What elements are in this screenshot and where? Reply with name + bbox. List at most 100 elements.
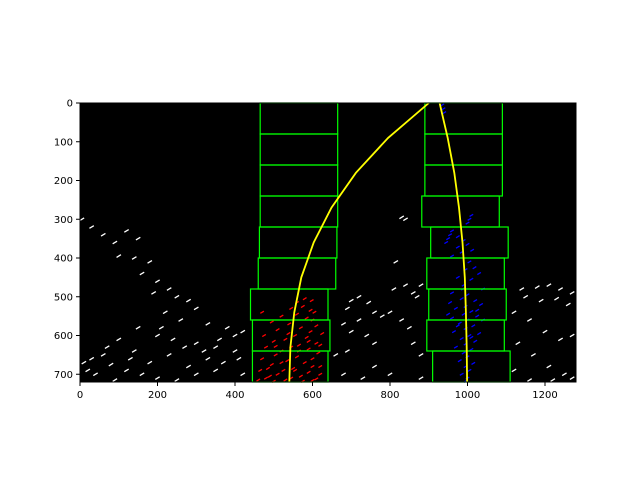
noise-pixel <box>418 352 424 357</box>
noise-pixel <box>135 236 141 241</box>
right-lane-pixel <box>470 248 475 252</box>
right-lane-pixel <box>455 245 460 249</box>
left-lane-pixel <box>265 366 271 371</box>
x-axis: 0 200 400 600 800 1000 1200 <box>77 382 558 401</box>
right-lane-pixel <box>478 302 484 307</box>
right-lane-pixel <box>471 324 476 328</box>
noise-pixel <box>158 325 164 330</box>
noise-pixel <box>182 345 188 350</box>
left-lane-pixel <box>298 326 304 330</box>
noise-pixel <box>131 256 137 260</box>
left-lane-pixel <box>306 370 311 374</box>
right-lane-pixel <box>445 312 451 316</box>
noise-pixel <box>557 287 564 291</box>
left-lane-pixel <box>318 372 323 376</box>
right-lane-pixel <box>467 368 472 373</box>
noise-pixel <box>530 352 536 357</box>
noise-pixel <box>399 215 405 220</box>
right-lane-pixel <box>473 339 478 343</box>
noise-pixel <box>569 290 575 295</box>
right-lane-pixel <box>451 329 457 334</box>
plot-area <box>80 103 576 382</box>
noise-pixel <box>511 310 517 315</box>
lane-fit-curves <box>288 102 468 383</box>
noise-pixel <box>174 294 180 299</box>
noise-pixel <box>526 378 533 382</box>
noise-pixel <box>561 372 567 377</box>
right-lane-pixel <box>457 321 462 325</box>
left-lane-pixel <box>263 376 269 380</box>
noise-pixel <box>213 345 219 350</box>
y-tick-label: 300 <box>54 215 73 226</box>
noise-pixel <box>546 364 552 369</box>
noise-pixel <box>410 341 416 346</box>
y-tick-label: 400 <box>54 254 73 265</box>
noise-pixel <box>340 321 347 326</box>
noise-pixel <box>393 259 399 264</box>
noise-pixel <box>100 352 106 357</box>
right-lane-pixel <box>469 309 474 314</box>
right-lane-pixel <box>465 221 470 225</box>
right-lane-pixel <box>465 242 470 247</box>
right-lane-pixel <box>444 240 449 245</box>
noise-pixel <box>418 376 424 381</box>
left-lane-pixel <box>269 362 274 367</box>
x-tick-label: 400 <box>225 390 244 401</box>
right-lane-pixel <box>475 314 480 318</box>
noise-pixel <box>123 228 130 233</box>
noise-pixel <box>139 372 145 377</box>
right-lane-pixel <box>471 361 476 366</box>
noise-pixel <box>232 333 238 338</box>
right-lane-pixel <box>449 291 455 295</box>
right-lane-pixel <box>459 297 464 301</box>
noise-pixels <box>79 215 575 382</box>
axes-background <box>80 103 576 382</box>
noise-pixel <box>174 378 180 382</box>
y-tick-label: 500 <box>54 292 73 303</box>
left-lane-pixel <box>316 351 321 355</box>
left-lane-pixel <box>296 343 302 347</box>
noise-pixel <box>100 232 106 237</box>
right-lane-pixel <box>461 351 466 355</box>
x-tick-label: 0 <box>77 390 83 401</box>
right-lane-pixel <box>476 271 482 276</box>
noise-pixel <box>569 376 575 381</box>
noise-pixel <box>406 325 412 330</box>
noise-pixel <box>154 376 161 381</box>
noise-pixel <box>127 356 133 361</box>
left-lane-pixel <box>304 335 309 340</box>
left-lane-pixel <box>289 306 294 311</box>
right-lane-pixel <box>455 235 460 239</box>
left-lane-pixel <box>292 333 298 338</box>
y-tick-label: 200 <box>54 176 73 187</box>
right-lane-pixel <box>449 316 455 320</box>
noise-pixel <box>232 349 238 353</box>
noise-pixel <box>135 325 141 330</box>
noise-pixel <box>154 279 161 284</box>
noise-pixel <box>162 310 168 315</box>
noise-pixel <box>371 364 378 369</box>
noise-pixel <box>193 341 199 346</box>
left-lane-pixel <box>285 359 290 363</box>
noise-pixel <box>356 318 362 322</box>
left-lane-pixel <box>312 310 317 314</box>
noise-pixel <box>154 333 161 338</box>
left-lane-pixel <box>318 343 323 347</box>
right-lane-pixel <box>469 335 474 340</box>
axes-frame <box>79 102 577 383</box>
right-lane-pixel <box>473 298 478 303</box>
noise-pixel <box>360 376 366 381</box>
right-lane-pixel <box>469 213 474 218</box>
noise-pixel <box>170 337 176 342</box>
noise-pixel <box>348 329 354 334</box>
left-lane-pixel <box>286 331 291 336</box>
left-lane-pixel <box>308 329 313 334</box>
noise-pixel <box>81 360 87 365</box>
left-lane-pixel <box>267 374 273 378</box>
left-lane-pixel <box>310 378 315 383</box>
noise-pixel <box>515 341 521 346</box>
noise-pixel <box>344 306 350 311</box>
noise-pixel <box>546 283 552 288</box>
noise-pixel <box>166 287 172 291</box>
right-lane-pixel <box>459 372 464 376</box>
